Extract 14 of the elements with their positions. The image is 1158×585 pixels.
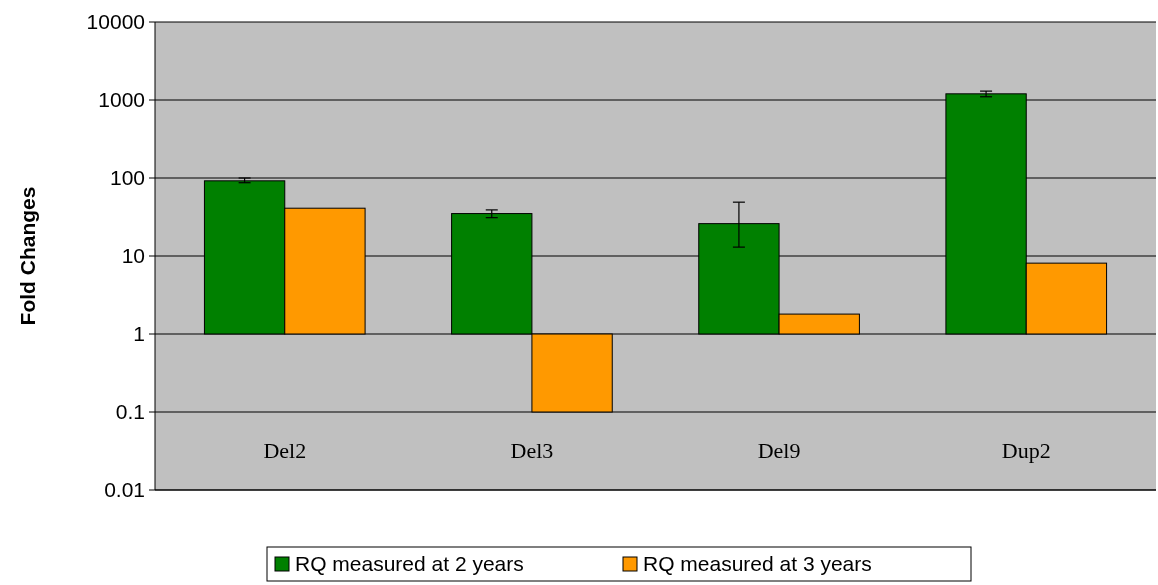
- legend-label: RQ measured at 2 years: [295, 552, 524, 575]
- x-tick-label: Del9: [757, 438, 801, 463]
- y-tick-label: 0.01: [104, 478, 145, 502]
- legend-label: RQ measured at 3 years: [643, 552, 872, 575]
- x-tick-label: Del2: [263, 438, 307, 463]
- y-axis-title: Fold Changes: [16, 186, 39, 326]
- y-tick-label: 1: [133, 322, 145, 346]
- x-tick-label: Dup2: [1001, 438, 1051, 463]
- x-tick-label: Del3: [510, 438, 554, 463]
- y-tick-label: 1000: [98, 88, 145, 112]
- y-tick-label: 0.1: [115, 400, 145, 424]
- y-tick-label: 10: [121, 244, 145, 268]
- y-tick-label: 100: [109, 166, 145, 190]
- y-tick-label: 10000: [86, 10, 145, 34]
